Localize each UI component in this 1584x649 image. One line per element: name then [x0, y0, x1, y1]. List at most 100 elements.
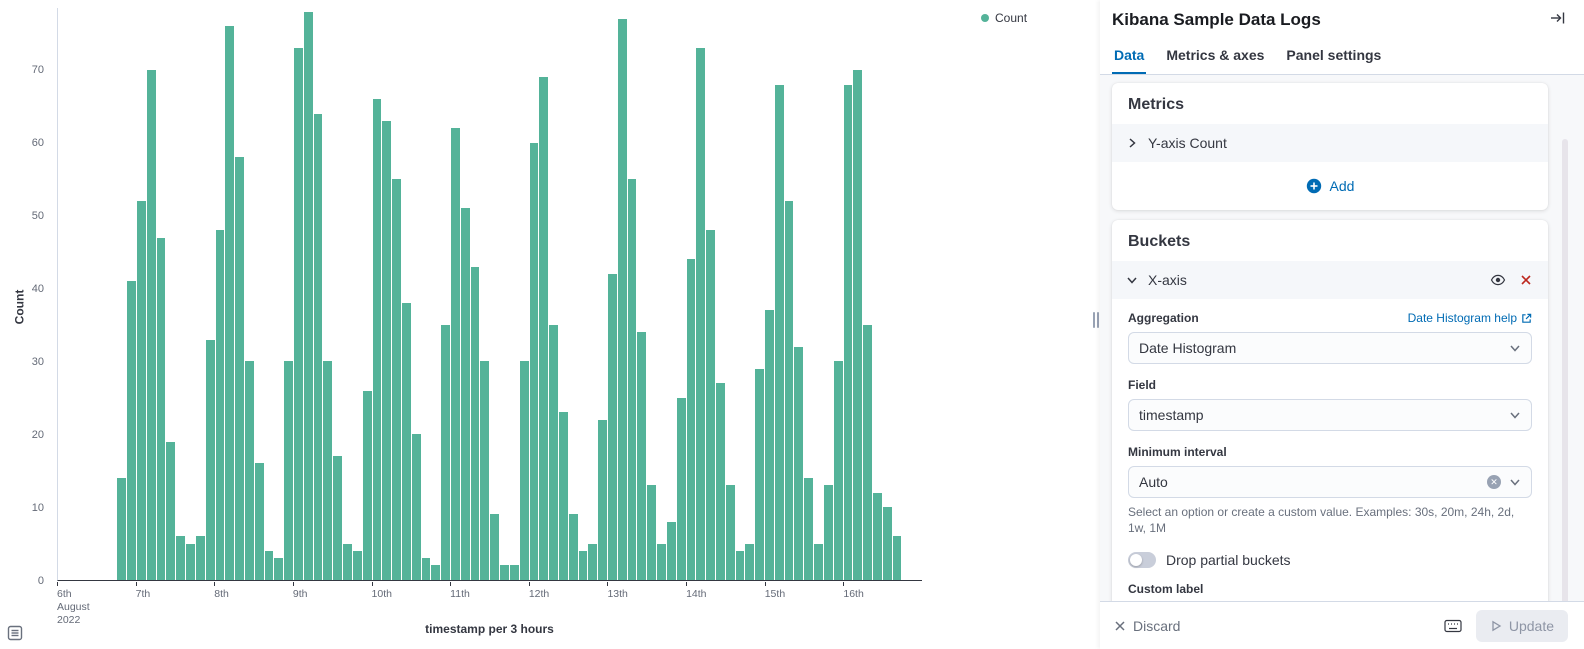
histogram-bar[interactable]	[882, 507, 892, 580]
histogram-bar[interactable]	[313, 113, 323, 580]
histogram-bar[interactable]	[127, 281, 136, 580]
histogram-bar[interactable]	[225, 26, 235, 580]
histogram-bar[interactable]	[529, 142, 539, 580]
histogram-bar[interactable]	[578, 550, 588, 580]
metric-yaxis-row[interactable]: Y-axis Count	[1112, 124, 1548, 162]
histogram-bar[interactable]	[421, 558, 431, 580]
histogram-bar[interactable]	[382, 120, 392, 580]
histogram-bar[interactable]	[814, 543, 823, 580]
panel-resize-handle[interactable]	[1091, 312, 1101, 328]
histogram-bar[interactable]	[539, 77, 549, 580]
histogram-bar[interactable]	[431, 565, 441, 580]
histogram-bar[interactable]	[333, 456, 343, 580]
histogram-bar[interactable]	[470, 266, 480, 580]
histogram-bar[interactable]	[863, 324, 872, 580]
histogram-bar[interactable]	[745, 543, 755, 580]
histogram-bar[interactable]	[686, 259, 696, 580]
aggregation-select[interactable]: Date Histogram	[1128, 332, 1532, 364]
histogram-bar[interactable]	[156, 237, 166, 580]
histogram-bar[interactable]	[666, 521, 676, 580]
histogram-bar[interactable]	[804, 478, 814, 580]
histogram-bar[interactable]	[715, 383, 725, 580]
histogram-bar[interactable]	[755, 368, 764, 580]
histogram-bar[interactable]	[205, 339, 215, 580]
discard-button[interactable]: Discard	[1114, 618, 1180, 634]
legend-toggle-button[interactable]	[6, 625, 24, 643]
histogram-bar[interactable]	[392, 179, 401, 580]
histogram-bar[interactable]	[794, 346, 804, 580]
histogram-bar[interactable]	[833, 361, 843, 580]
histogram-bar[interactable]	[558, 412, 568, 580]
histogram-bar[interactable]	[411, 434, 421, 580]
histogram-bar[interactable]	[254, 463, 264, 580]
histogram-bar[interactable]	[627, 179, 637, 580]
histogram-bar[interactable]	[725, 485, 735, 580]
remove-bucket-button[interactable]	[1518, 272, 1534, 288]
histogram-bar[interactable]	[215, 230, 225, 580]
histogram-bar[interactable]	[195, 536, 205, 580]
keyboard-shortcut-button[interactable]	[1442, 617, 1464, 635]
histogram-bar[interactable]	[676, 397, 686, 580]
histogram-bar[interactable]	[500, 565, 509, 580]
histogram-bar[interactable]	[509, 565, 519, 580]
chart-legend-item[interactable]: Count	[981, 11, 1027, 25]
histogram-bar[interactable]	[244, 361, 254, 580]
histogram-bar[interactable]	[843, 84, 853, 580]
histogram-bar[interactable]	[284, 361, 293, 580]
histogram-bar[interactable]	[774, 84, 784, 580]
histogram-bar[interactable]	[765, 310, 774, 580]
clear-icon[interactable]: ✕	[1487, 475, 1501, 489]
histogram-bar[interactable]	[362, 390, 372, 580]
histogram-bar[interactable]	[235, 157, 244, 580]
field-select[interactable]: timestamp	[1128, 399, 1532, 431]
histogram-bar[interactable]	[637, 332, 647, 580]
histogram-bar[interactable]	[176, 536, 186, 580]
histogram-bar[interactable]	[706, 230, 715, 580]
tab-metrics-axes[interactable]: Metrics & axes	[1164, 41, 1266, 74]
toggle-visibility-button[interactable]	[1488, 270, 1508, 290]
histogram-bar[interactable]	[480, 361, 490, 580]
histogram-bar[interactable]	[460, 208, 470, 580]
histogram-bar[interactable]	[294, 48, 303, 580]
histogram-bar[interactable]	[274, 558, 284, 580]
sidebar-scrollbar[interactable]	[1562, 139, 1568, 601]
histogram-bar[interactable]	[872, 492, 882, 580]
histogram-bar[interactable]	[343, 543, 352, 580]
histogram-bar[interactable]	[166, 441, 176, 580]
histogram-bar[interactable]	[519, 361, 529, 580]
min-interval-combobox[interactable]: Auto ✕	[1128, 466, 1532, 498]
histogram-bar[interactable]	[608, 273, 617, 580]
tab-panel-settings[interactable]: Panel settings	[1284, 41, 1383, 74]
histogram-bar[interactable]	[853, 69, 863, 580]
histogram-bar[interactable]	[598, 419, 607, 580]
histogram-bar[interactable]	[549, 324, 558, 580]
histogram-bar[interactable]	[490, 514, 500, 580]
histogram-bar[interactable]	[617, 18, 627, 580]
histogram-bar[interactable]	[264, 550, 274, 580]
histogram-bar[interactable]	[588, 543, 598, 580]
histogram-bar[interactable]	[451, 128, 460, 580]
date-histogram-help-link[interactable]: Date Histogram help	[1408, 311, 1532, 325]
histogram-bar[interactable]	[696, 48, 706, 580]
histogram-bar[interactable]	[647, 485, 657, 580]
histogram-bar[interactable]	[303, 11, 313, 580]
histogram-bar[interactable]	[568, 514, 578, 580]
histogram-bar[interactable]	[823, 485, 833, 580]
add-metric-button[interactable]: Add	[1306, 178, 1354, 194]
histogram-bar[interactable]	[784, 201, 794, 580]
bucket-xaxis-row[interactable]: X-axis	[1112, 261, 1548, 299]
histogram-bar[interactable]	[657, 543, 666, 580]
histogram-bar[interactable]	[186, 543, 195, 580]
histogram-bar[interactable]	[352, 550, 362, 580]
histogram-bar[interactable]	[735, 550, 745, 580]
histogram-bar[interactable]	[892, 536, 902, 580]
histogram-bar[interactable]	[401, 303, 411, 580]
histogram-bar[interactable]	[441, 324, 450, 580]
histogram-bar[interactable]	[323, 361, 333, 580]
update-button[interactable]: Update	[1475, 609, 1568, 642]
histogram-bar[interactable]	[117, 478, 127, 580]
histogram-bar[interactable]	[146, 69, 156, 580]
collapse-sidebar-button[interactable]	[1548, 8, 1568, 31]
tab-data[interactable]: Data	[1112, 41, 1147, 74]
histogram-bar[interactable]	[372, 99, 382, 580]
